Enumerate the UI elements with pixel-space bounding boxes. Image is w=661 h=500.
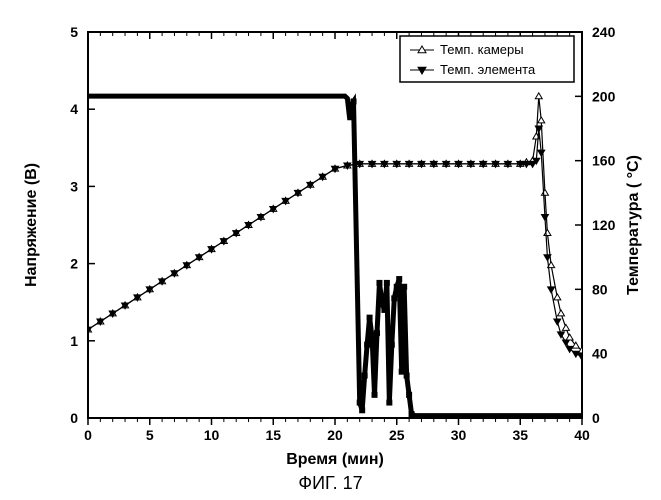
svg-text:5: 5 bbox=[146, 427, 154, 443]
series-voltage bbox=[88, 96, 582, 416]
svg-text:35: 35 bbox=[512, 427, 528, 443]
svg-text:200: 200 bbox=[592, 88, 616, 104]
svg-text:40: 40 bbox=[592, 346, 608, 362]
series-temp_chamber bbox=[88, 96, 582, 350]
svg-text:120: 120 bbox=[592, 217, 616, 233]
svg-text:80: 80 bbox=[592, 281, 608, 297]
svg-text:1: 1 bbox=[70, 333, 78, 349]
svg-text:5: 5 bbox=[70, 24, 78, 40]
svg-text:3: 3 bbox=[70, 178, 78, 194]
svg-text:2: 2 bbox=[70, 256, 78, 272]
svg-text:10: 10 bbox=[204, 427, 220, 443]
chart-svg: 051015202530354001234504080120160200240В… bbox=[0, 0, 661, 500]
chart-container: 051015202530354001234504080120160200240В… bbox=[0, 0, 661, 500]
svg-text:25: 25 bbox=[389, 427, 405, 443]
svg-text:15: 15 bbox=[265, 427, 281, 443]
y-left-label: Напряжение (В) bbox=[23, 163, 40, 287]
svg-text:30: 30 bbox=[451, 427, 467, 443]
svg-text:240: 240 bbox=[592, 24, 616, 40]
svg-text:160: 160 bbox=[592, 153, 616, 169]
svg-text:40: 40 bbox=[574, 427, 590, 443]
figure-caption: ФИГ. 17 bbox=[0, 473, 661, 494]
plot-border bbox=[88, 32, 582, 418]
legend-label: Темп. камеры bbox=[440, 42, 524, 57]
x-axis-label: Время (мин) bbox=[286, 451, 384, 468]
legend-label: Темп. элемента bbox=[440, 62, 536, 77]
svg-text:4: 4 bbox=[70, 101, 78, 117]
svg-text:0: 0 bbox=[84, 427, 92, 443]
y-right-label: Температура ( °C) bbox=[625, 155, 642, 295]
svg-text:0: 0 bbox=[70, 410, 78, 426]
svg-text:0: 0 bbox=[592, 410, 600, 426]
svg-text:20: 20 bbox=[327, 427, 343, 443]
